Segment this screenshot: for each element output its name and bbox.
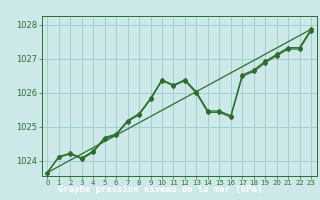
Text: Graphe pression niveau de la mer (hPa): Graphe pression niveau de la mer (hPa) — [58, 186, 262, 194]
